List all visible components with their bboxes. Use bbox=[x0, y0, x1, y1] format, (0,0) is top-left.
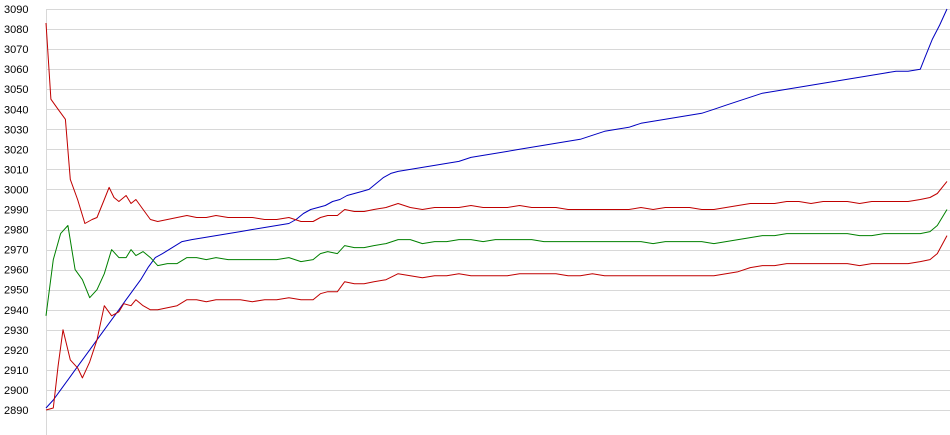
y-tick-label: 3070 bbox=[4, 44, 28, 56]
y-tick-label: 3080 bbox=[4, 24, 28, 36]
series-lines bbox=[45, 8, 948, 411]
series-blue-line bbox=[45, 8, 948, 409]
y-tick-label: 3030 bbox=[4, 124, 28, 136]
y-tick-label: 2950 bbox=[4, 285, 28, 297]
y-tick-label: 2960 bbox=[4, 265, 28, 277]
y-tick-label: 3010 bbox=[4, 164, 28, 176]
y-tick-label: 3000 bbox=[4, 184, 28, 196]
y-axis-tick-labels: 2890 2900 2910 2920 2930 2940 2950 2960 2970 2980… bbox=[4, 4, 28, 417]
y-tick-label: 2890 bbox=[4, 405, 28, 417]
y-tick-label: 2990 bbox=[4, 205, 28, 217]
y-tick-label: 2930 bbox=[4, 325, 28, 337]
y-tick-label: 2970 bbox=[4, 245, 28, 257]
y-tick-label: 2920 bbox=[4, 345, 28, 357]
y-tick-label: 2910 bbox=[4, 365, 28, 377]
y-tick-label: 3050 bbox=[4, 84, 28, 96]
y-tick-label: 2980 bbox=[4, 225, 28, 237]
series-lower-red-line bbox=[45, 235, 948, 411]
y-tick-label: 3040 bbox=[4, 104, 28, 116]
series-green-line bbox=[45, 209, 948, 316]
y-tick-label: 3020 bbox=[4, 144, 28, 156]
gridlines bbox=[46, 9, 950, 435]
y-tick-label: 3060 bbox=[4, 64, 28, 76]
y-tick-label: 3090 bbox=[4, 4, 28, 16]
y-tick-label: 2940 bbox=[4, 305, 28, 317]
y-tick-label: 2900 bbox=[4, 385, 28, 397]
series-upper-red-line bbox=[45, 22, 948, 224]
